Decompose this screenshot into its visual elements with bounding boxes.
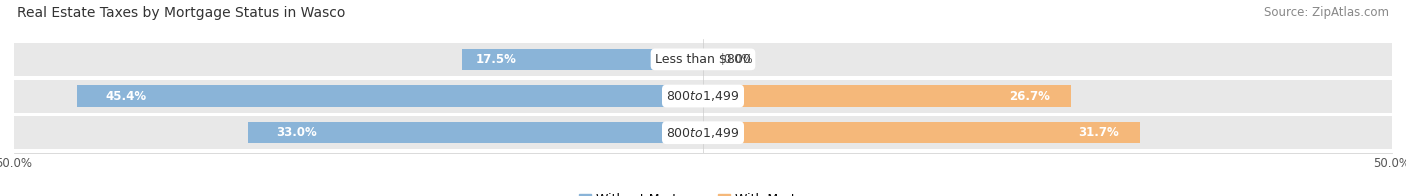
- Bar: [461, 49, 703, 70]
- Text: Real Estate Taxes by Mortgage Status in Wasco: Real Estate Taxes by Mortgage Status in …: [17, 6, 346, 20]
- Bar: [14, 80, 1392, 113]
- Text: 45.4%: 45.4%: [105, 90, 146, 103]
- Text: $800 to $1,499: $800 to $1,499: [666, 126, 740, 140]
- Text: 17.5%: 17.5%: [475, 53, 516, 66]
- Bar: [703, 122, 1140, 143]
- Text: 0.0%: 0.0%: [724, 53, 754, 66]
- Legend: Without Mortgage, With Mortgage: Without Mortgage, With Mortgage: [579, 193, 827, 196]
- Text: 31.7%: 31.7%: [1078, 126, 1119, 139]
- Bar: [14, 43, 1392, 76]
- Text: Less than $800: Less than $800: [655, 53, 751, 66]
- Text: 26.7%: 26.7%: [1010, 90, 1050, 103]
- Bar: [14, 116, 1392, 149]
- Bar: [249, 122, 703, 143]
- Text: $800 to $1,499: $800 to $1,499: [666, 89, 740, 103]
- Bar: [703, 85, 1071, 107]
- Text: 33.0%: 33.0%: [276, 126, 316, 139]
- Bar: [77, 85, 703, 107]
- Text: Source: ZipAtlas.com: Source: ZipAtlas.com: [1264, 6, 1389, 19]
